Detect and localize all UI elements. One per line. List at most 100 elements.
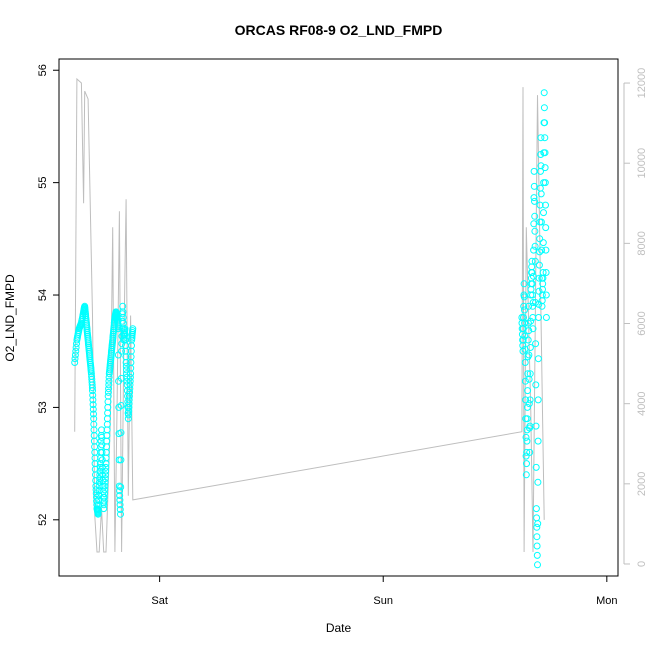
data-point [125, 392, 133, 400]
data-point [541, 149, 549, 157]
data-point [102, 463, 110, 471]
data-point [530, 167, 538, 175]
plot-frame [58, 58, 619, 577]
data-point [535, 287, 543, 295]
x-tick-label: Mon [596, 595, 617, 607]
y2-tick-label: 12000 [636, 68, 648, 99]
data-point [128, 342, 135, 350]
data-point [526, 344, 534, 351]
data-point [521, 377, 529, 385]
data-point [116, 492, 124, 499]
data-point [104, 388, 112, 396]
data-point [541, 179, 549, 187]
data-point [541, 134, 549, 142]
data-point [122, 362, 130, 370]
data-point [125, 403, 133, 411]
data-point [72, 344, 80, 351]
chart-title: ORCAS RF08-9 O2_LND_FMPD [235, 22, 443, 38]
data-point [536, 201, 544, 209]
data-point [532, 505, 540, 513]
series-gray-line [74, 77, 545, 553]
data-point [123, 370, 131, 378]
y-tick-label: 55 [37, 177, 49, 189]
data-point [542, 314, 550, 321]
data-point [98, 456, 106, 464]
data-point [531, 227, 539, 235]
data-point [89, 405, 97, 413]
data-point [105, 385, 113, 393]
data-point [116, 506, 124, 513]
data-point [542, 269, 550, 276]
data-point [100, 493, 108, 501]
data-point [105, 377, 113, 385]
data-point [524, 387, 532, 395]
data-point [116, 496, 124, 504]
data-point [542, 291, 550, 299]
data-point [104, 403, 112, 411]
data-point [520, 280, 528, 288]
data-point [540, 209, 547, 217]
y-axis-left: 52 53 54 55 56 [37, 64, 59, 526]
data-point [527, 285, 535, 293]
data-point [118, 347, 126, 355]
data-point [535, 261, 543, 269]
data-point [101, 471, 109, 479]
data-point [528, 257, 536, 265]
data-point [525, 400, 533, 408]
x-axis: Sat Sun Mon [151, 576, 618, 607]
data-point [124, 415, 132, 423]
data-point [90, 410, 97, 418]
x-tick-label: Sun [373, 595, 393, 607]
data-point [72, 347, 80, 355]
data-point [104, 398, 112, 406]
data-point [104, 392, 112, 400]
data-point [526, 370, 534, 378]
data-point [536, 235, 544, 243]
data-point [529, 291, 536, 299]
data-point [533, 542, 541, 550]
y2-tick-label: 10000 [636, 148, 648, 179]
data-point [531, 242, 539, 250]
data-point [532, 381, 540, 389]
data-point [521, 306, 528, 314]
data-point [523, 460, 530, 468]
data-point [533, 551, 541, 559]
data-point [122, 359, 130, 366]
data-point [538, 246, 546, 254]
data-point [526, 396, 534, 404]
data-point [117, 402, 125, 409]
data-point [524, 336, 532, 344]
data-point [91, 448, 99, 456]
data-point [528, 269, 536, 276]
data-point [535, 314, 543, 321]
data-point [89, 387, 96, 395]
data-point [88, 384, 96, 392]
data-point [89, 396, 97, 404]
y2-tick-label: 4000 [636, 391, 648, 415]
data-point [525, 302, 533, 310]
data-point [125, 407, 133, 415]
data-point [522, 452, 530, 460]
data-point [91, 443, 99, 451]
data-point [525, 327, 533, 335]
data-point [127, 370, 135, 378]
data-point [521, 319, 529, 327]
data-point [534, 396, 542, 404]
data-point [100, 497, 108, 505]
y2-tick-label: 6000 [636, 311, 648, 335]
data-point [523, 403, 531, 411]
data-point [542, 246, 550, 254]
data-point [532, 422, 540, 430]
data-point [126, 385, 134, 393]
data-point [100, 501, 108, 509]
data-point [531, 212, 539, 220]
data-point [542, 201, 549, 209]
data-point [115, 482, 123, 490]
data-point [529, 325, 537, 333]
data-point [520, 293, 528, 301]
data-point [101, 486, 109, 494]
data-point [125, 396, 133, 404]
data-point [104, 409, 112, 417]
data-point [129, 325, 137, 333]
